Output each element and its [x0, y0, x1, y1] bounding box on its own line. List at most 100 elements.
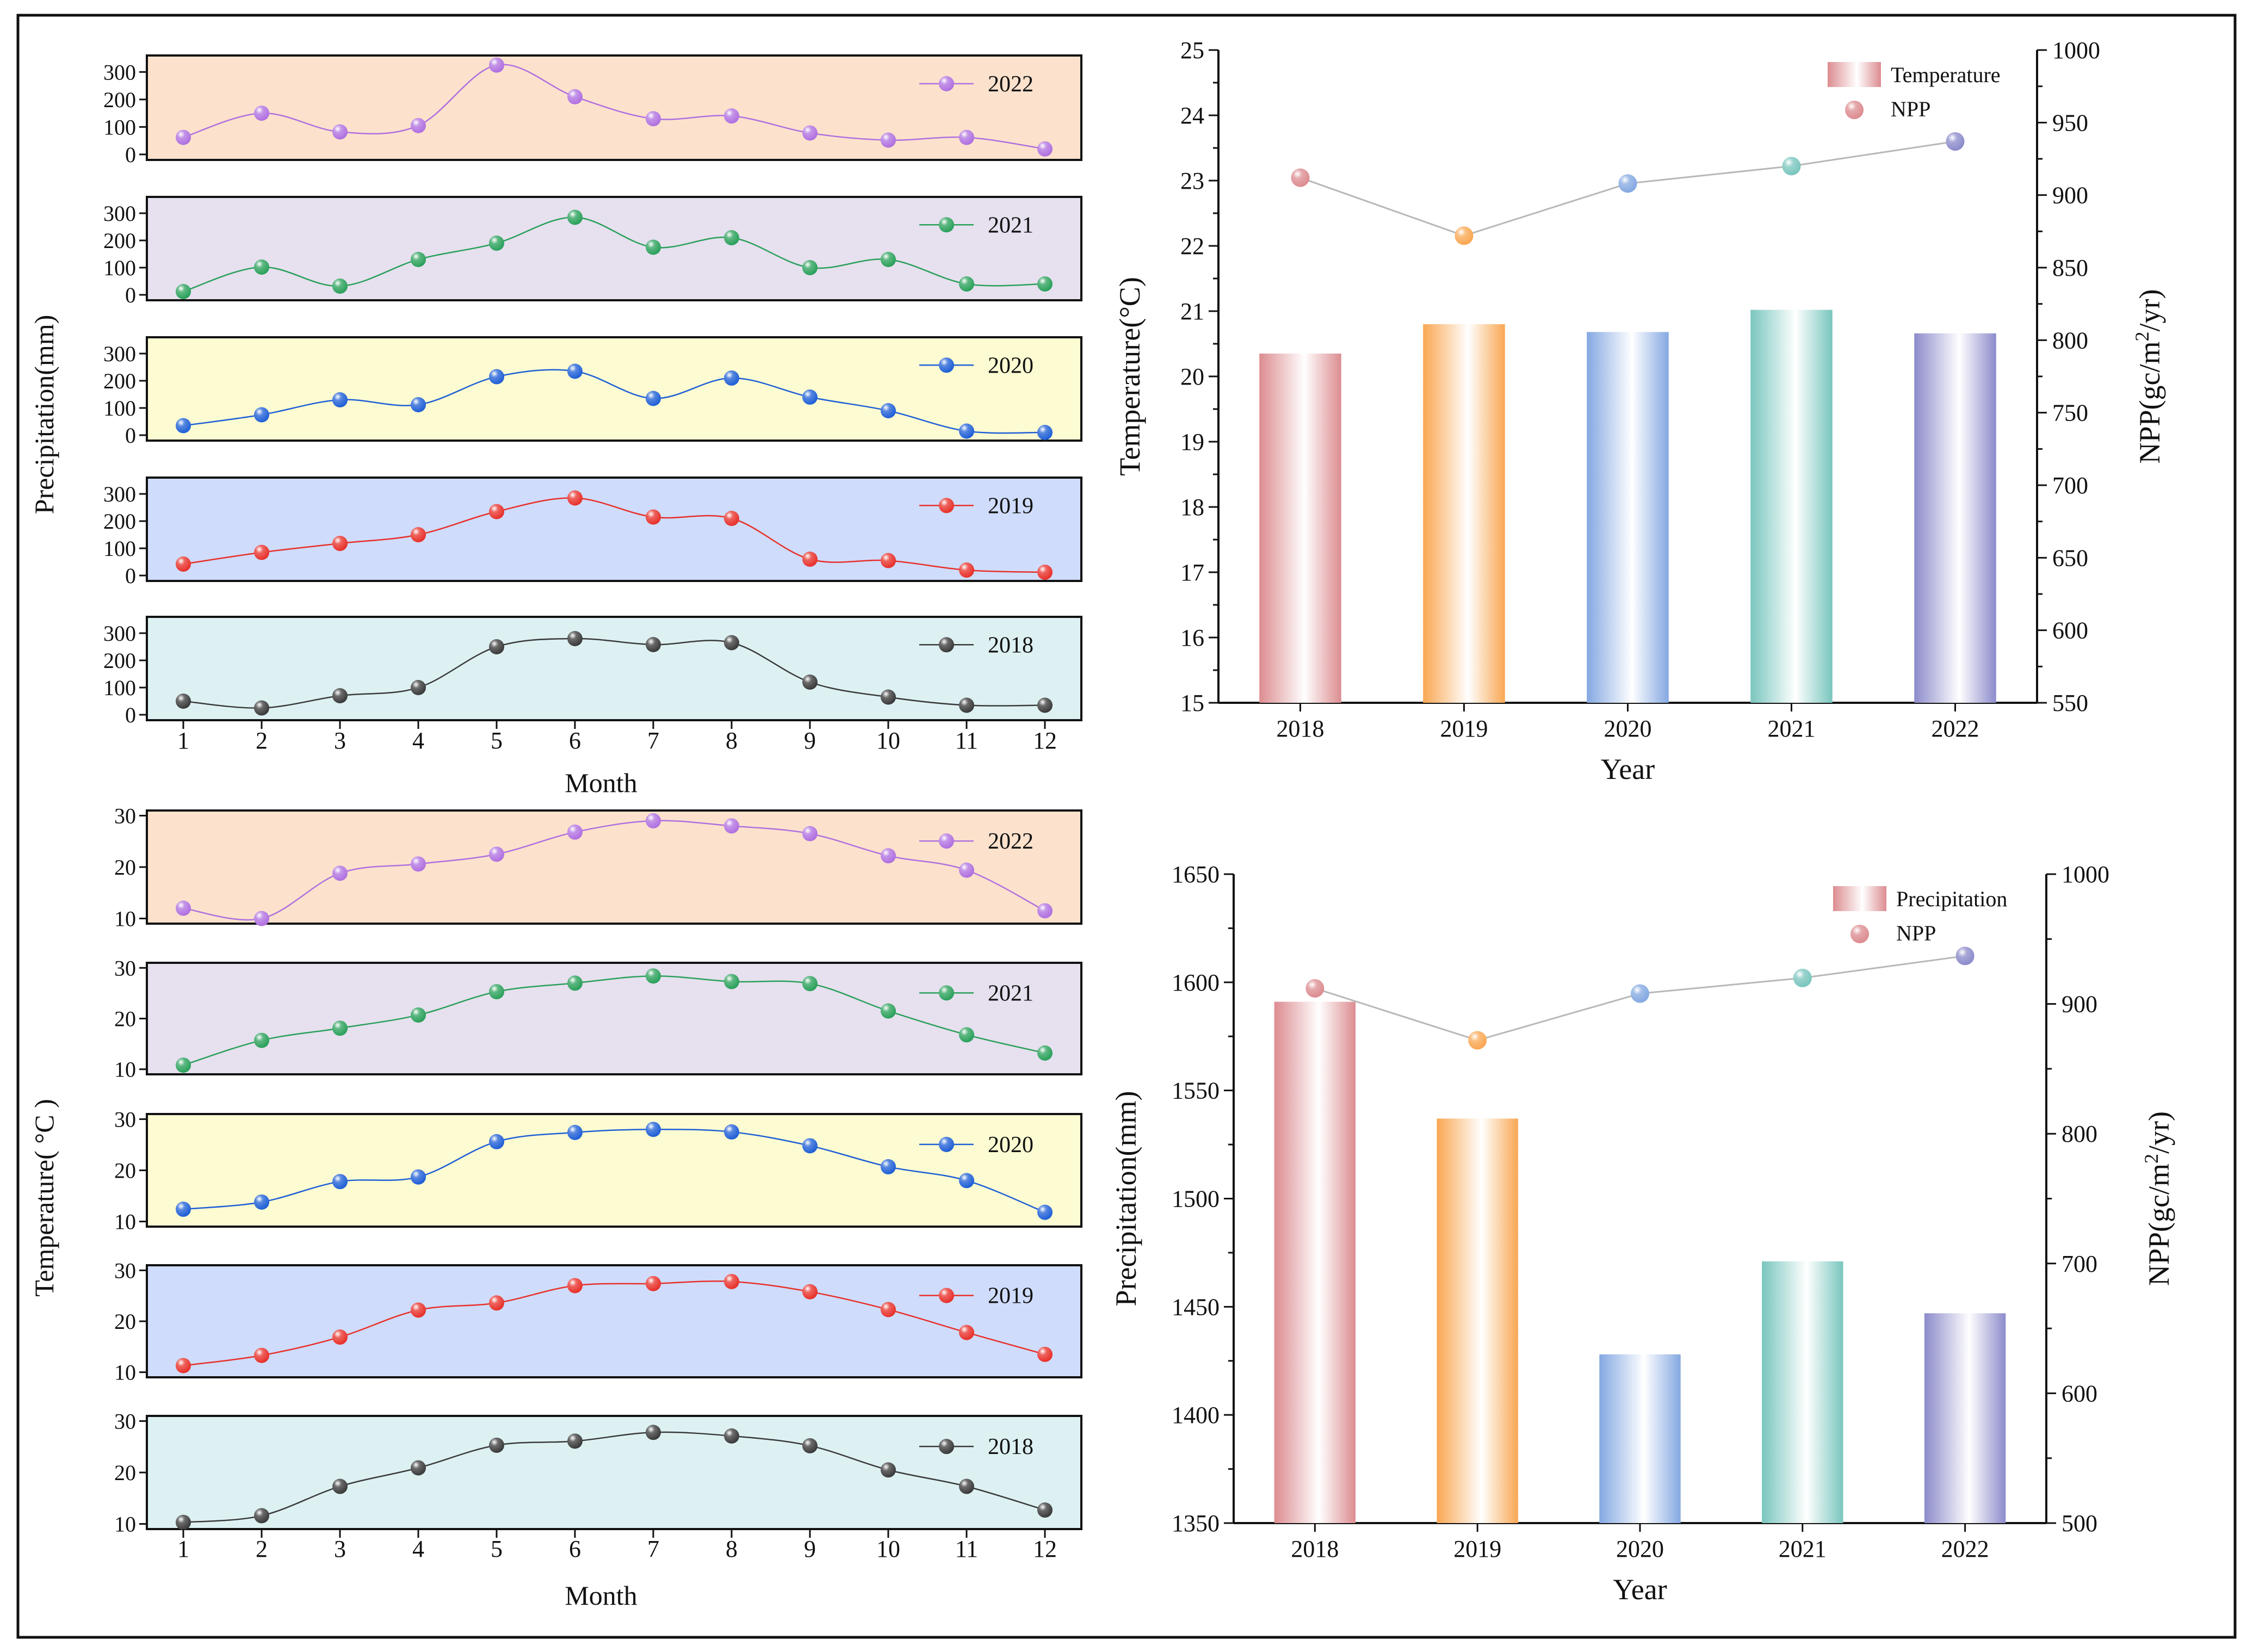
y-tick-label: 100 — [103, 256, 136, 280]
x-axis-title: Year — [1613, 1573, 1667, 1606]
data-point — [489, 236, 504, 251]
data-point — [254, 1032, 269, 1048]
data-point — [332, 865, 348, 881]
y-tick-label: 10 — [114, 1360, 136, 1385]
y-tick-label: 300 — [103, 621, 136, 646]
y-tick-label: 200 — [103, 228, 136, 253]
y-tick-label: 16 — [1180, 624, 1204, 651]
y2-tick-label: 650 — [2052, 545, 2088, 571]
y-axis-title: Precipitation(mm) — [1110, 1091, 1142, 1307]
y-tick-label: 10 — [114, 1210, 136, 1234]
data-point — [724, 108, 739, 124]
legend-label: 2019 — [988, 493, 1033, 518]
series-line-2019 — [183, 497, 1045, 573]
series-line-2018 — [183, 638, 1045, 709]
y-tick-label: 0 — [125, 143, 136, 167]
npp-line-segment — [1314, 987, 1478, 1041]
data-point — [567, 363, 583, 379]
panel-background — [146, 54, 1082, 161]
legend-label: 2020 — [988, 353, 1033, 378]
y-tick-label: 1350 — [1172, 1510, 1220, 1537]
panel-2020: 10 20 30 2020 — [114, 1107, 1082, 1234]
data-point — [724, 370, 739, 386]
y-tick-label: 0 — [125, 564, 136, 588]
y-tick-label: 22 — [1180, 233, 1204, 259]
y2-axis-title: NPP(gc/m2/yr) — [2140, 1111, 2175, 1286]
data-point — [881, 689, 896, 705]
data-point — [489, 1437, 504, 1453]
data-point — [646, 1122, 661, 1137]
x-tick-label: 7 — [647, 727, 659, 754]
y-tick-label: 100 — [103, 676, 136, 700]
legend-npp-marker — [1850, 925, 1869, 943]
legend-label: Temperature — [1891, 63, 2001, 87]
data-point — [881, 403, 896, 418]
y-tick-label: 21 — [1180, 298, 1204, 325]
series-line-2022 — [183, 820, 1045, 921]
data-point — [567, 209, 583, 225]
y2-tick-label: 950 — [2052, 109, 2088, 136]
data-point — [646, 1276, 661, 1291]
data-point — [254, 545, 269, 560]
data-point — [724, 974, 739, 989]
y-tick-label: 200 — [103, 369, 136, 393]
npp-point — [1291, 168, 1310, 187]
y-tick-label: 20 — [114, 1461, 136, 1485]
y2-tick-label: 550 — [2052, 690, 2088, 716]
y-tick-label: 300 — [103, 482, 136, 506]
data-point — [176, 694, 191, 709]
legend-marker — [939, 637, 954, 653]
data-point — [176, 556, 191, 572]
y-tick-label: 200 — [103, 509, 136, 534]
data-point — [176, 418, 191, 434]
data-point — [724, 1124, 739, 1140]
npp-line-segment — [1791, 140, 1955, 167]
bar-2022 — [1924, 1313, 2006, 1523]
x-tick-label: 2 — [256, 1536, 268, 1562]
y-axis-title: Precipitation(mm) — [29, 315, 59, 515]
data-point — [332, 1329, 348, 1345]
data-point — [802, 1284, 818, 1300]
y-tick-label: 25 — [1180, 37, 1204, 64]
y2-axis-title: NPP(gc/m2/yr) — [2131, 289, 2166, 464]
data-point — [881, 1159, 896, 1174]
legend-marker — [939, 985, 954, 1001]
y-tick-label: 1550 — [1172, 1078, 1220, 1104]
data-point — [489, 57, 504, 73]
x-tick-label: 2022 — [1932, 715, 1979, 742]
npp-point — [1468, 1031, 1487, 1050]
y2-tick-label: 750 — [2052, 400, 2088, 426]
bar-2019 — [1423, 324, 1505, 703]
x-tick-label: 12 — [1033, 727, 1057, 754]
panel-2020: 0 100 200 300 2020 — [103, 336, 1082, 448]
x-tick-label: 6 — [569, 727, 581, 754]
data-point — [646, 239, 661, 255]
y2-label-part: NPP(gc/m — [2133, 341, 2166, 463]
y-tick-label: 10 — [114, 1512, 136, 1537]
y-tick-label: 100 — [103, 115, 136, 139]
data-point — [802, 389, 818, 405]
data-point — [332, 1478, 348, 1494]
x-tick-label: 2020 — [1616, 1536, 1664, 1562]
data-point — [959, 562, 974, 578]
legend-npp-marker — [1845, 101, 1864, 119]
bar-2019 — [1437, 1118, 1518, 1523]
panel-background — [146, 477, 1082, 582]
data-point — [724, 1428, 739, 1444]
data-point — [646, 637, 661, 652]
x-tick-label: 2018 — [1291, 1536, 1339, 1562]
x-tick-label: 2018 — [1277, 715, 1324, 742]
x-tick-label: 4 — [412, 1536, 424, 1562]
data-point — [881, 848, 896, 864]
x-tick-label: 2 — [256, 727, 268, 754]
legend-label: 2021 — [988, 981, 1033, 1006]
data-point — [332, 279, 348, 294]
data-point — [881, 1003, 896, 1019]
panel-background — [146, 196, 1082, 301]
data-point — [489, 984, 504, 1000]
data-point — [881, 553, 896, 568]
data-point — [802, 1438, 818, 1453]
data-point — [411, 527, 426, 542]
data-point — [724, 818, 739, 834]
